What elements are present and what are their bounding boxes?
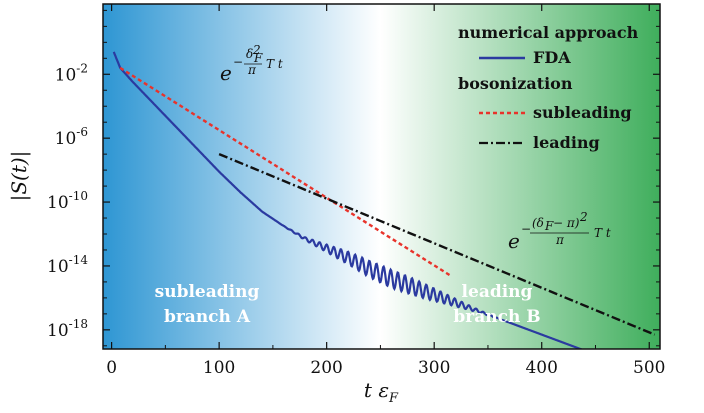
svg-text:T t: T t xyxy=(266,57,283,71)
svg-text:−: − xyxy=(521,222,531,236)
svg-text:subleading: subleading xyxy=(155,282,260,302)
svg-text:−: − xyxy=(233,55,243,69)
branch-a-label: subleading branch A xyxy=(155,282,260,327)
legend-header-bosonization: bosonization xyxy=(458,74,573,93)
formula-leading: e − (δ F − π) 2 π T t xyxy=(508,210,611,253)
x-tick-label: 300 xyxy=(418,358,450,378)
x-tick-label: 100 xyxy=(203,358,235,378)
svg-text:(δ: (δ xyxy=(532,216,544,230)
y-tick-label: 10-6 xyxy=(55,125,88,149)
svg-text:2: 2 xyxy=(252,43,261,57)
y-tick-label: 10-2 xyxy=(55,61,88,85)
branch-b-label: leading branch B xyxy=(453,282,540,327)
x-tick-label: 200 xyxy=(310,358,342,378)
legend-label-leading: leading xyxy=(533,133,600,152)
svg-text:π: π xyxy=(247,63,257,77)
x-axis-label: t εF xyxy=(364,378,399,406)
x-tick-label: 400 xyxy=(525,358,557,378)
svg-text:− π): − π) xyxy=(553,216,580,230)
svg-text:π: π xyxy=(555,233,565,247)
plot-frame xyxy=(102,3,661,350)
x-tick-label: 0 xyxy=(106,358,117,378)
x-axis-label-sub: F xyxy=(388,391,399,406)
formula-subleading: e − δ F 2 π T t xyxy=(220,43,283,85)
svg-text:F: F xyxy=(544,219,554,233)
x-axis-label-eps: ε xyxy=(378,378,389,402)
svg-text:branch B: branch B xyxy=(453,307,540,327)
series-layer xyxy=(112,51,656,349)
svg-text:leading: leading xyxy=(462,282,533,302)
x-axis-label-t: t xyxy=(364,378,378,402)
svg-text:e: e xyxy=(508,229,520,253)
series-fda xyxy=(112,51,584,349)
series-leading xyxy=(218,152,656,336)
y-axis-label: |S(t)| xyxy=(7,151,32,202)
y-axis: 10-2 10-6 10-10 10-14 10-18 xyxy=(47,9,660,347)
svg-text:branch A: branch A xyxy=(164,307,251,327)
x-tick-label: 500 xyxy=(633,358,665,378)
legend-header-numerical: numerical approach xyxy=(458,23,639,42)
y-tick-label: 10-18 xyxy=(47,317,88,341)
x-axis: 0 100 200 300 400 500 xyxy=(106,4,665,378)
legend-label-fda: FDA xyxy=(533,48,571,67)
y-tick-label: 10-14 xyxy=(47,253,88,277)
legend-label-subleading: subleading xyxy=(533,103,632,122)
legend: numerical approach FDA bosonization subl… xyxy=(458,23,639,152)
svg-text:F: F xyxy=(253,51,263,65)
svg-text:2: 2 xyxy=(579,210,588,224)
plot-background xyxy=(103,4,660,349)
series-subleading xyxy=(119,66,451,277)
svg-text:δ: δ xyxy=(246,47,253,61)
svg-text:e: e xyxy=(220,61,232,85)
svg-text:T t: T t xyxy=(594,226,611,240)
y-tick-label: 10-10 xyxy=(47,189,88,213)
